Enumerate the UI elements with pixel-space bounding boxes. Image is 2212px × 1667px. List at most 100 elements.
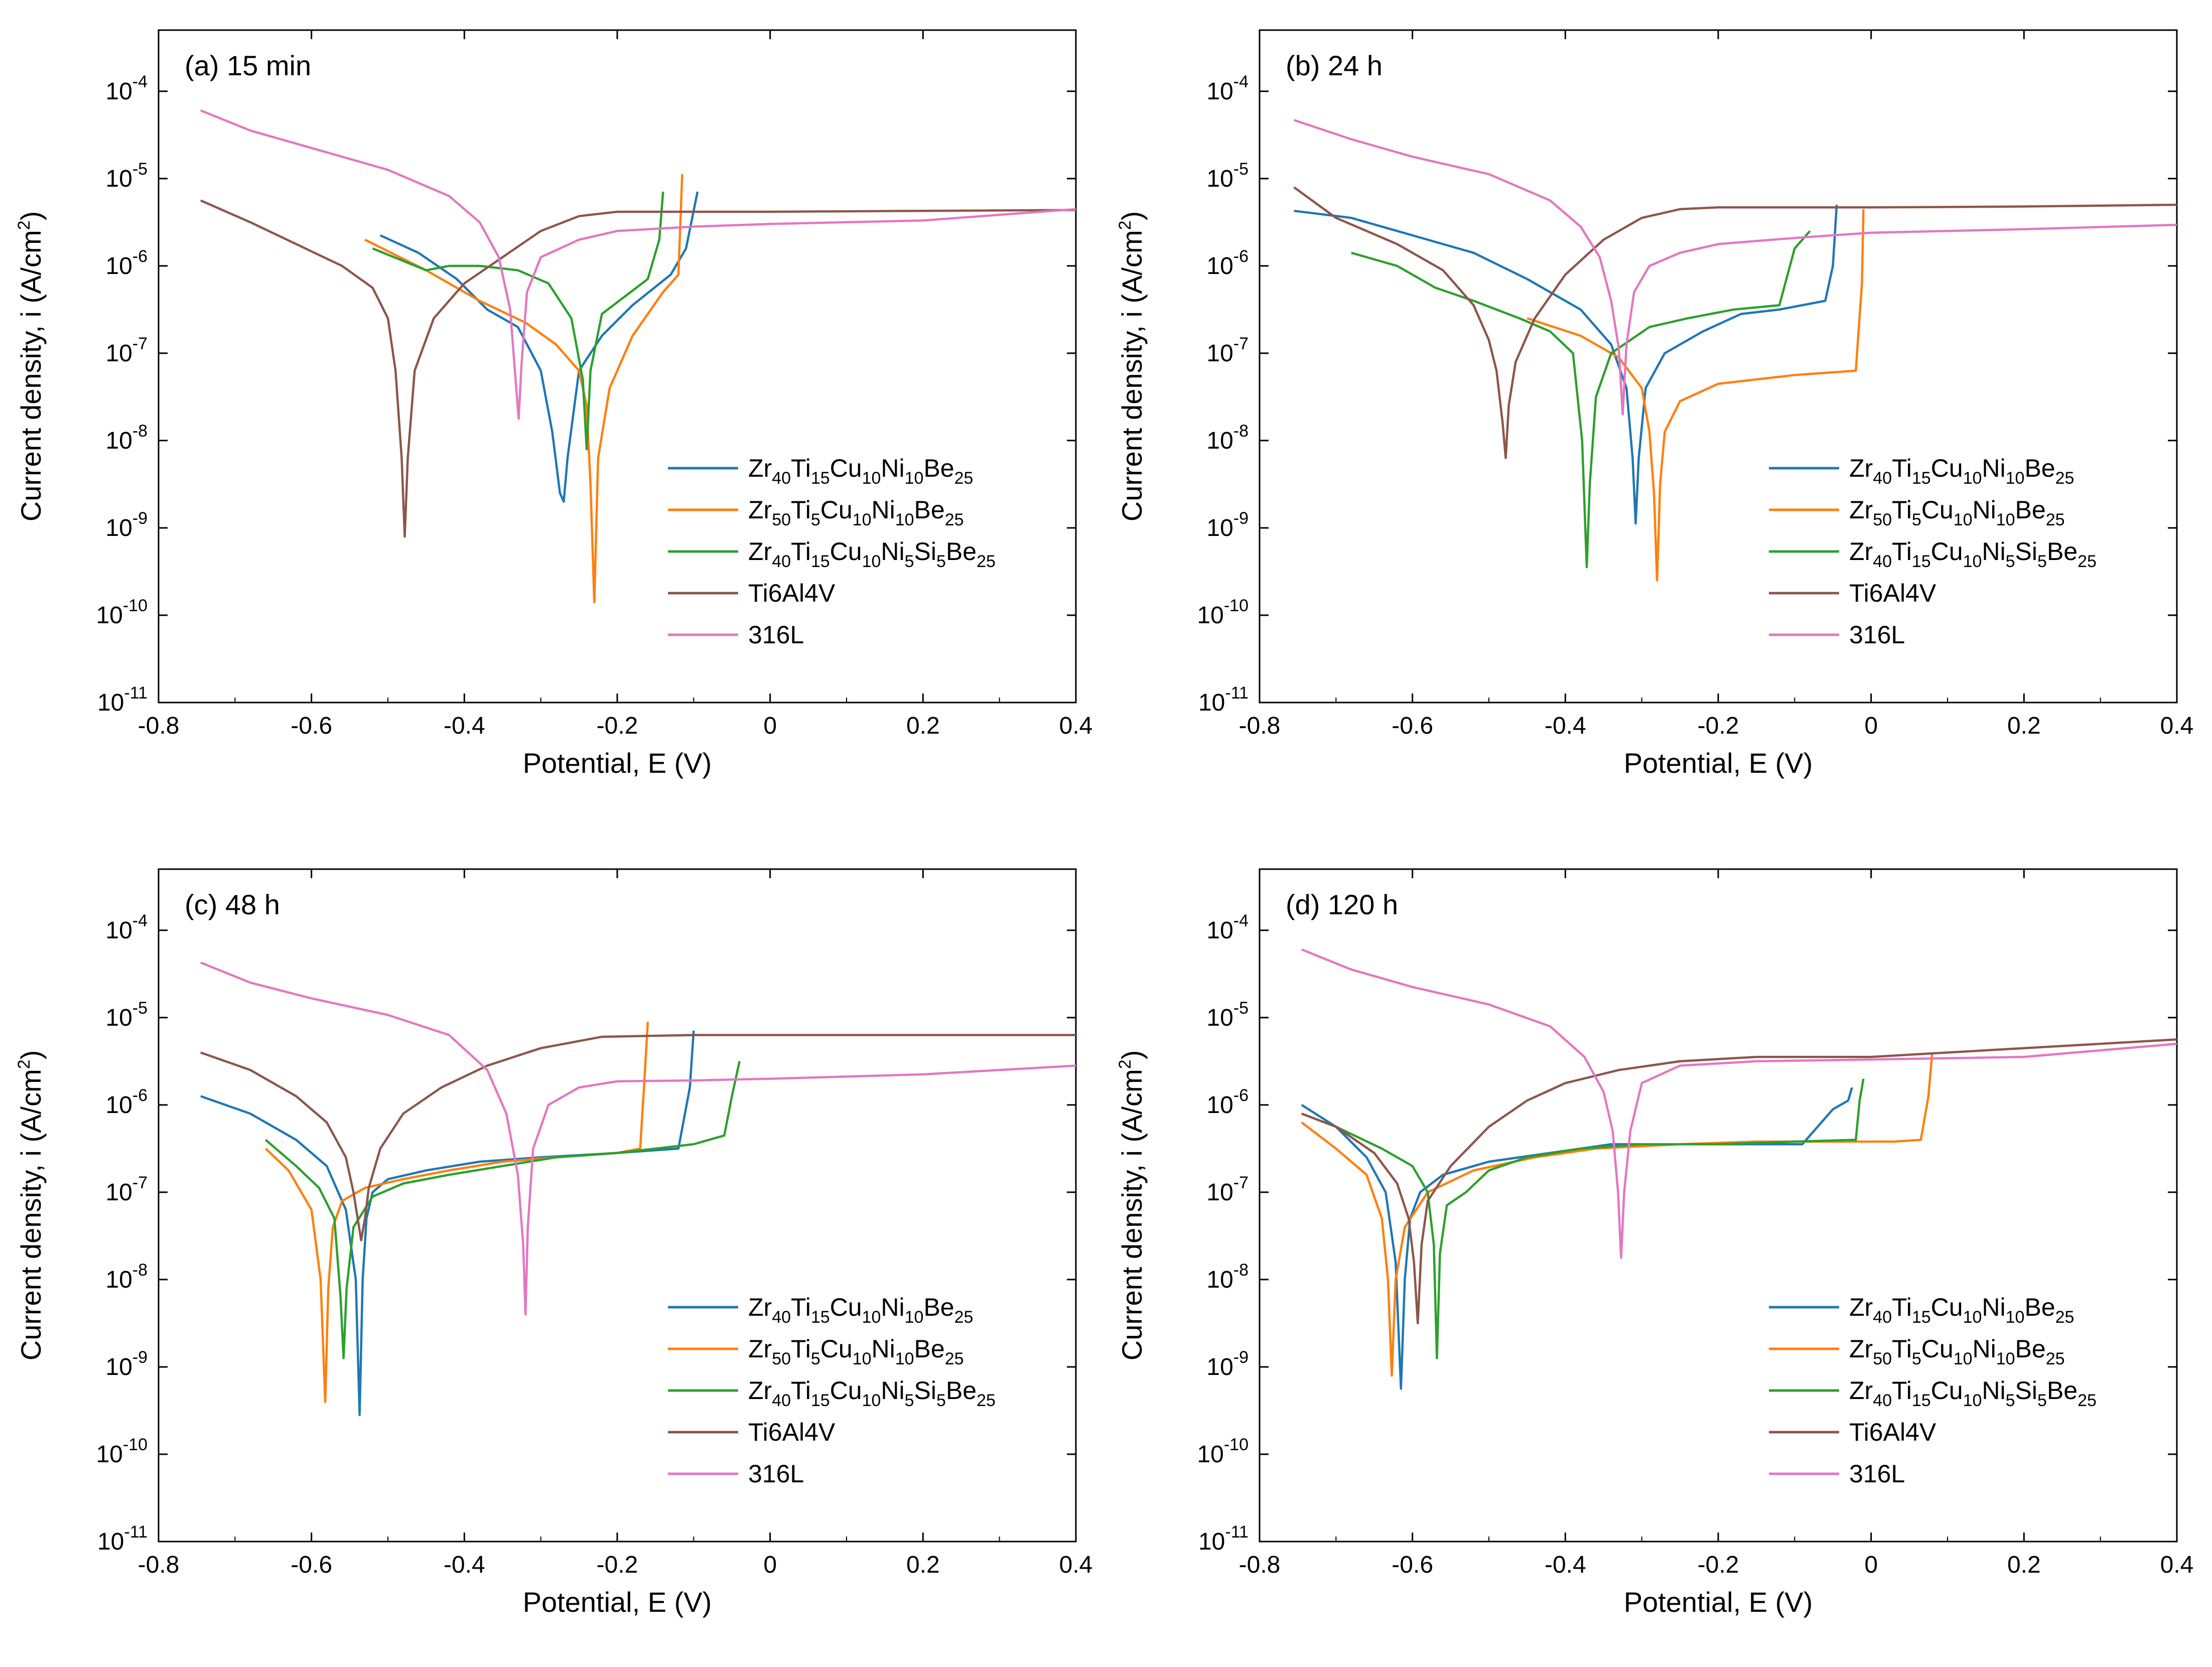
legend-subscript: 10	[2006, 469, 2025, 488]
y-tick-label: 10-7	[1206, 334, 1249, 367]
legend-subscript: 5	[1912, 510, 1921, 529]
y-axis-title: Current density, i (A/cm2)	[15, 211, 47, 521]
y-tick-exponent: -11	[1225, 683, 1249, 703]
legend-subscript: 25	[2055, 1308, 2075, 1327]
legend-subscript: 40	[1873, 1308, 1892, 1327]
legend-text-part: Be	[946, 1376, 977, 1405]
series-line-Zr40Ti15Cu10Ni10Be25	[379, 191, 699, 503]
legend-text-part: Be	[2047, 537, 2078, 566]
panel-4: -0.8 -0.6 -0.4 -0.2 0 0.2 0.410-1110-1010-910-…	[1116, 868, 2193, 1618]
y-axis-title-sup: 2	[1116, 1059, 1135, 1069]
legend-text-part: Zr	[748, 1376, 772, 1405]
y-axis-title-sup: 2	[15, 1059, 34, 1069]
y-tick-exponent: -5	[1233, 999, 1249, 1018]
legend-text-part: Zr	[1849, 1335, 1873, 1363]
x-tick-label: -0.2	[1698, 1552, 1739, 1578]
x-tick-label: 0.2	[906, 713, 940, 739]
legend-label-Ti6Al4V: Ti6Al4V	[748, 1418, 836, 1446]
legend-subscript: 10	[895, 510, 914, 529]
y-tick-label: 10-5	[105, 999, 148, 1031]
y-tick-exponent: -11	[124, 683, 148, 703]
y-tick-exponent: -4	[1233, 911, 1249, 930]
legend-text-part: Be	[914, 496, 945, 524]
legend-text-part: 316L	[1849, 621, 1905, 649]
legend-subscript: 25	[954, 469, 974, 488]
x-tick-label: -0.2	[597, 713, 638, 739]
y-tick-exponent: -9	[132, 509, 148, 528]
y-tick-base: 10	[1206, 1092, 1233, 1119]
legend-subscript: 25	[945, 510, 964, 529]
y-tick-exponent: -5	[132, 160, 148, 179]
y-tick-label: 10-4	[105, 72, 148, 105]
y-tick-exponent: -7	[132, 334, 148, 353]
y-tick-base: 10	[105, 1179, 132, 1206]
y-tick-base: 10	[105, 78, 132, 105]
x-tick-label: 0.2	[2007, 1552, 2041, 1578]
legend-text-part: 316L	[1849, 1460, 1905, 1488]
legend-text-part: Be	[923, 454, 954, 482]
legend-subscript: 25	[977, 552, 996, 571]
legend-text-part: Zr	[748, 1335, 772, 1363]
legend-text-part: Zr	[748, 496, 772, 524]
legend-subscript: 40	[772, 1308, 791, 1327]
x-tick-label: 0.2	[906, 1552, 940, 1578]
y-tick-exponent: -7	[132, 1173, 148, 1192]
y-tick-base: 10	[1206, 1179, 1233, 1206]
y-tick-base: 10	[105, 917, 132, 944]
x-tick-label: -0.2	[1698, 713, 1739, 739]
y-tick-base: 10	[105, 428, 132, 454]
legend-label-Zr40Ti15Cu10Ni5Si5Be25: Zr40Ti15Cu10Ni5Si5Be25	[748, 537, 996, 571]
legend-subscript: 5	[2006, 1391, 2015, 1410]
y-tick-base: 10	[1206, 1354, 1233, 1380]
series-line-Zr40Ti15Cu10Ni10Be25	[200, 1030, 695, 1416]
y-tick-base: 10	[1206, 1267, 1233, 1293]
y-axis-title-sup: 2	[15, 220, 34, 230]
y-tick-base: 10	[1197, 602, 1223, 629]
x-axis-title: Potential, E (V)	[523, 747, 712, 779]
x-tick-label: -0.8	[138, 713, 180, 739]
legend-text-part: Ni	[881, 537, 904, 566]
legend-subscript: 5	[811, 1349, 820, 1368]
legend-subscript: 15	[1912, 1308, 1931, 1327]
legend-subscript: 25	[977, 1391, 996, 1410]
legend-subscript: 10	[853, 510, 872, 529]
legend-text-part: Ti	[1892, 537, 1912, 566]
y-tick-label: 10-5	[1206, 160, 1249, 192]
y-axis-title-text: Current density, i (A/cm	[15, 1069, 47, 1360]
y-axis-title-sup: 2	[1116, 220, 1135, 230]
y-tick-exponent: -9	[1233, 1348, 1249, 1367]
panel-label: (b) 24 h	[1286, 50, 1382, 81]
y-tick-base: 10	[105, 1005, 132, 1031]
legend-subscript: 5	[905, 1391, 914, 1410]
legend-subscript: 10	[1963, 469, 1982, 488]
y-tick-exponent: -8	[1233, 422, 1249, 441]
legend-subscript: 40	[772, 1391, 791, 1410]
y-tick-exponent: -10	[123, 596, 148, 615]
y-tick-base: 10	[97, 1529, 124, 1555]
legend-subscript: 5	[1912, 1349, 1921, 1368]
y-tick-label: 10-6	[105, 1086, 148, 1119]
y-tick-base: 10	[1197, 1441, 1223, 1468]
legend-subscript: 10	[1996, 510, 2015, 529]
x-axis-title: Potential, E (V)	[1624, 1586, 1813, 1618]
y-tick-label: 10-11	[97, 1522, 148, 1555]
y-tick-base: 10	[105, 1267, 132, 1293]
y-tick-exponent: -8	[132, 422, 148, 441]
legend-text-part: Be	[2024, 454, 2055, 482]
y-axis-title-end: )	[1116, 211, 1148, 221]
y-tick-exponent: -4	[132, 911, 148, 930]
legend-label-316L: 316L	[1849, 1460, 1905, 1488]
legend-subscript: 10	[862, 1308, 881, 1327]
legend-text-part: Ti6Al4V	[748, 1418, 836, 1446]
x-tick-label: -0.4	[1545, 713, 1586, 739]
y-tick-exponent: -6	[132, 1086, 148, 1105]
legend-subscript: 10	[1996, 1349, 2015, 1368]
legend-text-part: Ni	[1982, 1376, 2005, 1405]
legend-label-Zr50Ti5Cu10Ni10Be25: Zr50Ti5Cu10Ni10Be25	[1849, 496, 2065, 529]
y-tick-base: 10	[1206, 515, 1233, 541]
legend-text-part: Cu	[820, 496, 853, 524]
legend-text-part: Zr	[1849, 496, 1873, 524]
legend-text-part: Be	[2047, 1376, 2078, 1405]
y-tick-exponent: -11	[124, 1522, 148, 1542]
legend-subscript: 50	[772, 1349, 791, 1368]
